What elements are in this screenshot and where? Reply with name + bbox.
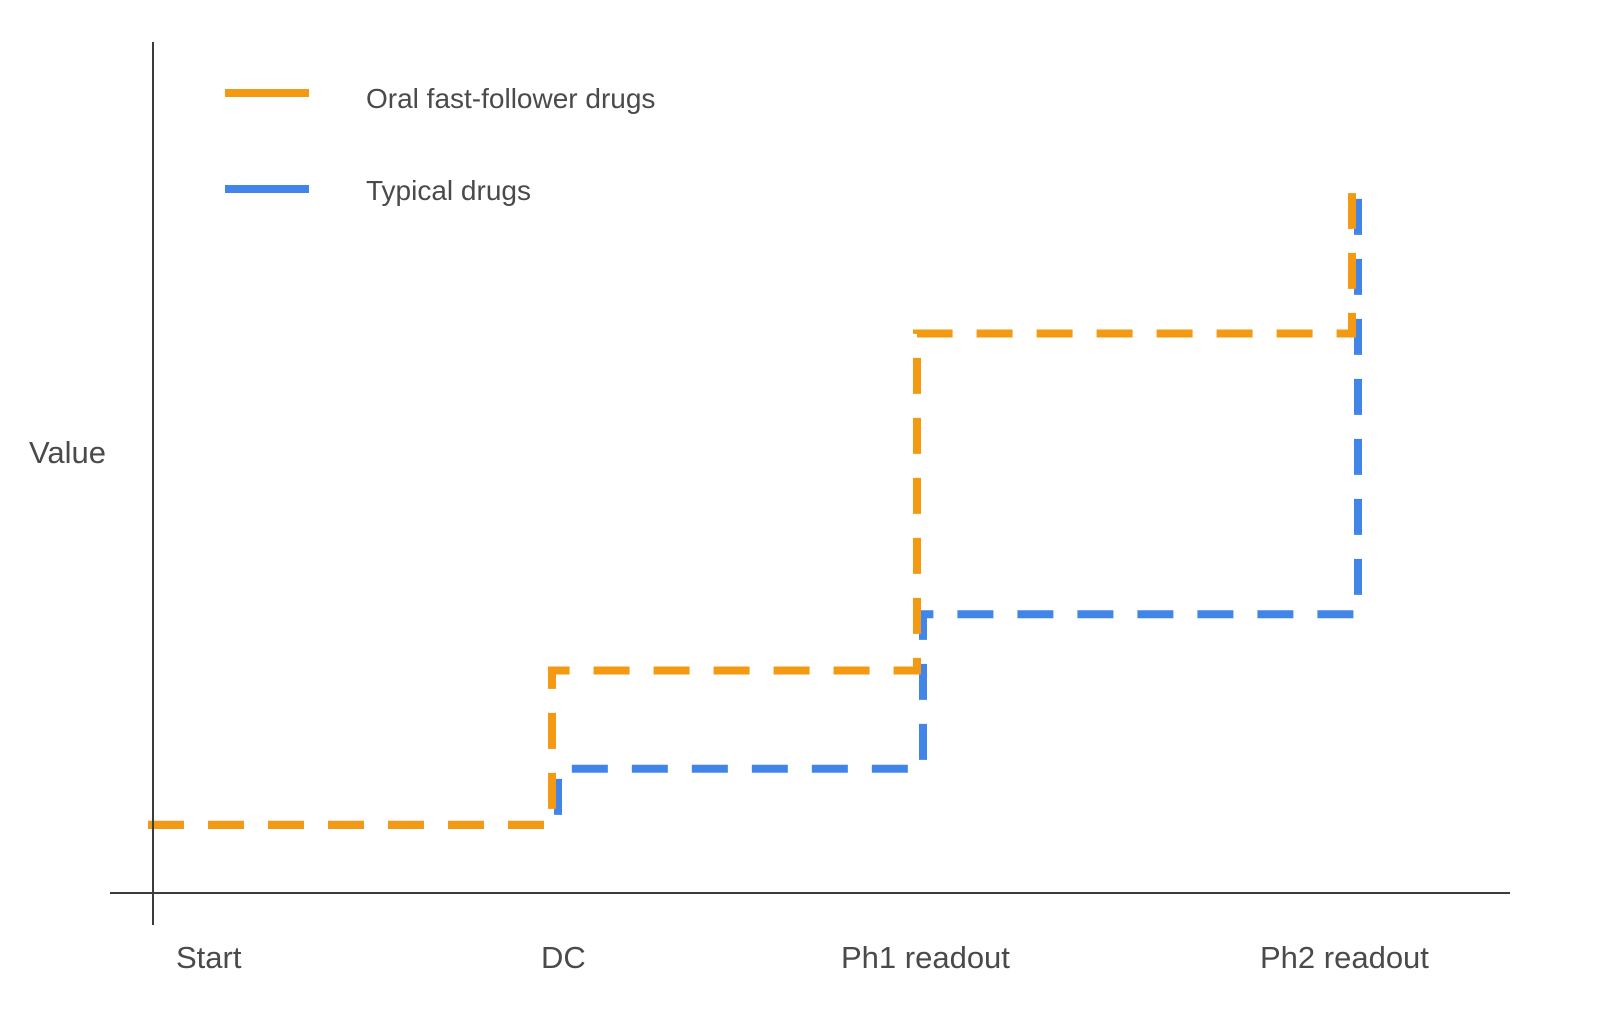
legend-item-typical-drugs: Typical drugs [225, 175, 531, 206]
legend-label-typical-drugs: Typical drugs [366, 175, 531, 206]
series-layer [148, 193, 1362, 829]
x-tick-labels: Start DC Ph1 readout Ph2 readout [176, 940, 1429, 975]
x-tick-label-ph1-readout: Ph1 readout [841, 940, 1010, 975]
legend-item-oral-fast-follower: Oral fast-follower drugs [225, 83, 655, 114]
x-tick-label-start: Start [176, 940, 242, 975]
x-tick-label-ph2-readout: Ph2 readout [1260, 940, 1429, 975]
series-line-oral-fast-follower [148, 193, 1356, 829]
series-line-typical-drugs [148, 193, 1362, 829]
x-tick-label-dc: DC [541, 940, 586, 975]
legend: Oral fast-follower drugs Typical drugs [225, 83, 655, 206]
legend-label-oral-fast-follower: Oral fast-follower drugs [366, 83, 655, 114]
y-axis-title: Value [29, 435, 106, 470]
